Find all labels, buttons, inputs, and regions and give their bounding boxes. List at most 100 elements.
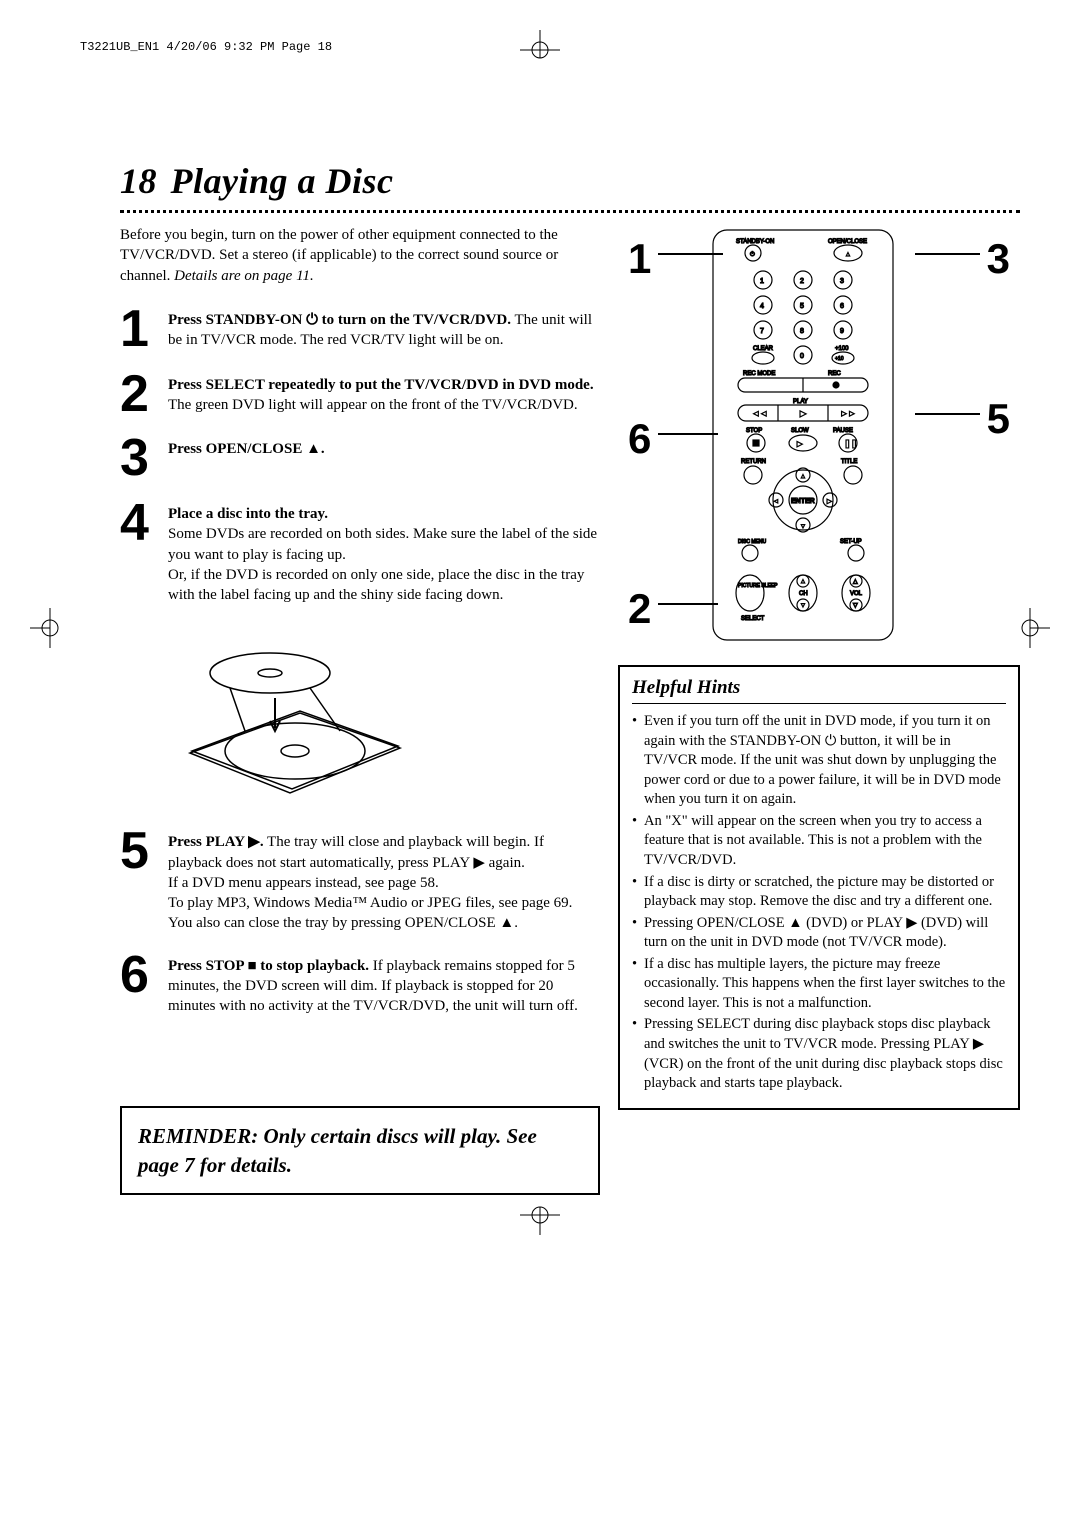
svg-text:▶: ▶ <box>827 499 832 505</box>
step-4-number: 4 <box>120 500 168 547</box>
step-5-body: Press PLAY ▶. The tray will close and pl… <box>168 828 600 933</box>
left-column: Before you begin, turn on the power of o… <box>120 225 600 1195</box>
callout-5-line <box>915 413 980 415</box>
step-3: 3 Press OPEN/CLOSE ▲. <box>120 435 600 482</box>
hint-item: Even if you turn off the unit in DVD mod… <box>632 712 1006 810</box>
svg-text:▼: ▼ <box>800 603 806 609</box>
remote-disc-label: DISC MENU <box>738 539 766 545</box>
step-3-bold: Press OPEN/CLOSE ▲. <box>168 441 325 457</box>
intro-text: Before you begin, turn on the power of o… <box>120 225 600 286</box>
crop-mark-top-icon <box>520 30 560 70</box>
remote-key-4: 4 <box>760 303 764 310</box>
step-4-rest: Some DVDs are recorded on both sides. Ma… <box>168 526 597 603</box>
step-2: 2 Press SELECT repeatedly to put the TV/… <box>120 371 600 418</box>
remote-setup-label: SET-UP <box>840 539 862 545</box>
svg-text:❚❚: ❚❚ <box>844 439 857 448</box>
step-1-number: 1 <box>120 306 168 353</box>
page-container: T3221UB_EN1 4/20/06 9:32 PM Page 18 18 P… <box>0 0 1080 1255</box>
remote-enter-label: ENTER <box>791 498 815 505</box>
remote-key-3: 3 <box>840 278 844 285</box>
step-5: 5 Press PLAY ▶. The tray will close and … <box>120 828 600 933</box>
remote-play-label: PLAY <box>793 399 808 405</box>
disc-tray-icon <box>170 633 410 803</box>
remote-key-9: 9 <box>840 328 844 335</box>
remote-key-6: 6 <box>840 303 844 310</box>
step-4-body: Place a disc into the tray. Some DVDs ar… <box>168 500 600 605</box>
remote-stop-label: STOP <box>746 428 762 434</box>
step-3-body: Press OPEN/CLOSE ▲. <box>168 435 325 459</box>
step-6-number: 6 <box>120 952 168 999</box>
columns: Before you begin, turn on the power of o… <box>120 225 1020 1195</box>
remote-slow-label: SLOW <box>791 428 809 434</box>
callout-2: 2 <box>628 585 651 633</box>
svg-text:△: △ <box>853 579 858 585</box>
hint-item: An "X" will appear on the screen when yo… <box>632 812 1006 871</box>
step-4: 4 Place a disc into the tray. Some DVDs … <box>120 500 600 605</box>
hint-item: Pressing OPEN/CLOSE ▲ (DVD) or PLAY ▶ (D… <box>632 914 1006 953</box>
svg-text:▲: ▲ <box>800 474 806 480</box>
page-number: 18 <box>120 161 157 201</box>
intro-italic: Details are on page 11. <box>174 268 314 284</box>
remote-key-7: 7 <box>760 328 764 335</box>
svg-text:◄◄: ◄◄ <box>752 409 768 418</box>
remote-rec-label: REC <box>828 371 841 377</box>
step-1-bold: Press STANDBY-ON ⏻ to turn on the TV/VCR… <box>168 312 511 328</box>
step-1-body: Press STANDBY-ON ⏻ to turn on the TV/VCR… <box>168 306 600 351</box>
svg-text:◄: ◄ <box>773 499 779 505</box>
step-2-rest: The green DVD light will appear on the f… <box>168 397 578 413</box>
remote-key-0: 0 <box>800 353 804 360</box>
step-3-number: 3 <box>120 435 168 482</box>
callout-3-line <box>915 253 980 255</box>
remote-picsleep-label: PICTURE SLEEP <box>738 583 778 589</box>
svg-text:▲: ▲ <box>800 579 806 585</box>
remote-title-label: TITLE <box>841 459 857 465</box>
step-2-number: 2 <box>120 371 168 418</box>
step-2-bold: Press SELECT repeatedly to put the TV/VC… <box>168 377 594 393</box>
remote-diagram: 1 3 5 6 2 STANDBY-ON ⏻ <box>618 225 1020 645</box>
title-row: 18 Playing a Disc <box>120 160 1020 213</box>
svg-text:►►: ►► <box>840 409 856 418</box>
header-meta: T3221UB_EN1 4/20/06 9:32 PM Page 18 <box>80 40 332 54</box>
step-6-body: Press STOP ■ to stop playback. If playba… <box>168 952 600 1017</box>
svg-text:▽: ▽ <box>853 603 858 609</box>
svg-text:▶: ▶ <box>800 409 807 418</box>
crop-mark-left-icon <box>30 608 70 648</box>
page-title <box>161 161 171 201</box>
remote-plus100-label: +100 <box>835 346 849 352</box>
remote-return-label: RETURN <box>741 459 766 465</box>
remote-standby-label: STANDBY-ON <box>736 239 774 245</box>
helpful-hints-box: Helpful Hints Even if you turn off the u… <box>618 665 1020 1110</box>
crop-mark-bottom-icon <box>520 1195 560 1235</box>
svg-text:▶: ▶ <box>797 441 803 448</box>
page-title-text: Playing a Disc <box>171 161 394 201</box>
remote-openclose-label: OPEN/CLOSE <box>828 239 867 245</box>
callout-1: 1 <box>628 235 651 283</box>
remote-select-label: SELECT <box>741 616 765 622</box>
right-column: 1 3 5 6 2 STANDBY-ON ⏻ <box>618 225 1020 1195</box>
step-6: 6 Press STOP ■ to stop playback. If play… <box>120 952 600 1017</box>
hints-list: Even if you turn off the unit in DVD mod… <box>632 712 1006 1094</box>
hint-item: If a disc has multiple layers, the pictu… <box>632 955 1006 1014</box>
remote-recmode-label: REC MODE <box>743 371 775 377</box>
hints-title: Helpful Hints <box>632 677 1006 704</box>
step-5-bold: Press PLAY ▶. <box>168 834 264 850</box>
remote-key-1: 1 <box>760 278 764 285</box>
hint-item: If a disc is dirty or scratched, the pic… <box>632 873 1006 912</box>
remote-clear-label: CLEAR <box>753 346 774 352</box>
hint-item: Pressing SELECT during disc playback sto… <box>632 1015 1006 1093</box>
step-5-number: 5 <box>120 828 168 875</box>
callout-5: 5 <box>987 395 1010 443</box>
callout-3: 3 <box>987 235 1010 283</box>
step-2-body: Press SELECT repeatedly to put the TV/VC… <box>168 371 600 416</box>
svg-text:▼: ▼ <box>800 524 806 530</box>
remote-plus10-label: +10 <box>835 356 844 362</box>
callout-6: 6 <box>628 415 651 463</box>
remote-vol-label: VOL <box>850 591 863 597</box>
step-6-bold: Press STOP ■ to stop playback. <box>168 958 369 974</box>
remote-control-icon: STANDBY-ON ⏻ OPEN/CLOSE ▲ 1 2 3 4 5 6 7 <box>708 225 898 645</box>
remote-key-8: 8 <box>800 328 804 335</box>
reminder-box: REMINDER: Only certain discs will play. … <box>120 1106 600 1195</box>
remote-key-5: 5 <box>800 303 804 310</box>
step-4-bold: Place a disc into the tray. <box>168 506 328 522</box>
remote-key-2: 2 <box>800 278 804 285</box>
